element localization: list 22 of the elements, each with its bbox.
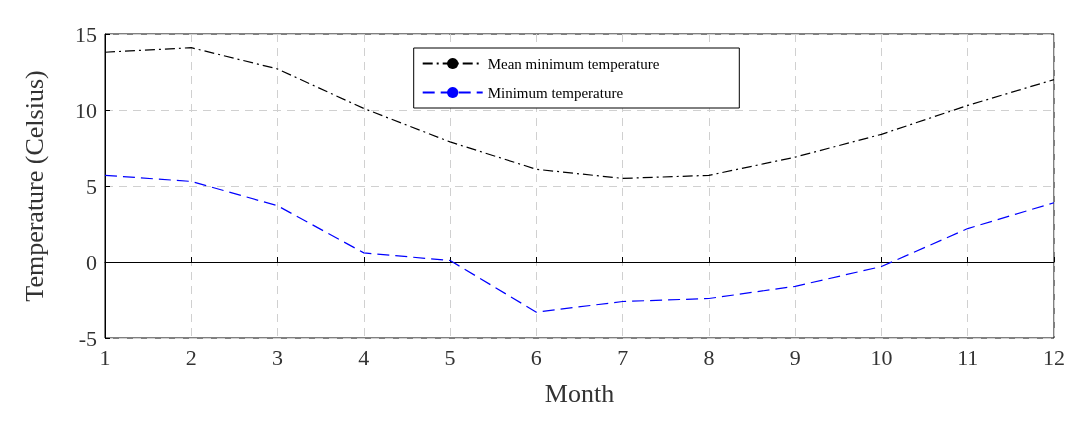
x-tick-label: 7 [617, 344, 629, 370]
y-tick-label: 0 [86, 249, 97, 275]
x-tick-label: 9 [789, 344, 801, 370]
line-series [104, 174, 1055, 313]
x-tick-label: 10 [870, 344, 893, 370]
x-tick-label: 11 [957, 344, 979, 370]
y-axis-title: Temperature (Celsius) [19, 70, 49, 302]
y-tick-label: 15 [75, 21, 97, 47]
x-tick-label: 5 [444, 344, 456, 370]
x-tick-label: 8 [703, 344, 715, 370]
x-tick-label: 3 [272, 344, 284, 370]
y-tick-label: 10 [75, 97, 97, 123]
x-tick-label: 4 [358, 344, 370, 370]
x-tick-label: 12 [1043, 344, 1065, 370]
legend-label: Minimum temperature [487, 84, 624, 101]
x-axis-title: Month [544, 378, 615, 408]
x-tick-label: 1 [99, 344, 111, 370]
x-tick-label: 2 [185, 344, 197, 370]
y-tick-label: -5 [78, 325, 97, 351]
x-tick-label: 6 [530, 344, 542, 370]
legend-label: Mean minimum temperature [487, 55, 660, 72]
y-tick-label: 5 [86, 173, 97, 199]
